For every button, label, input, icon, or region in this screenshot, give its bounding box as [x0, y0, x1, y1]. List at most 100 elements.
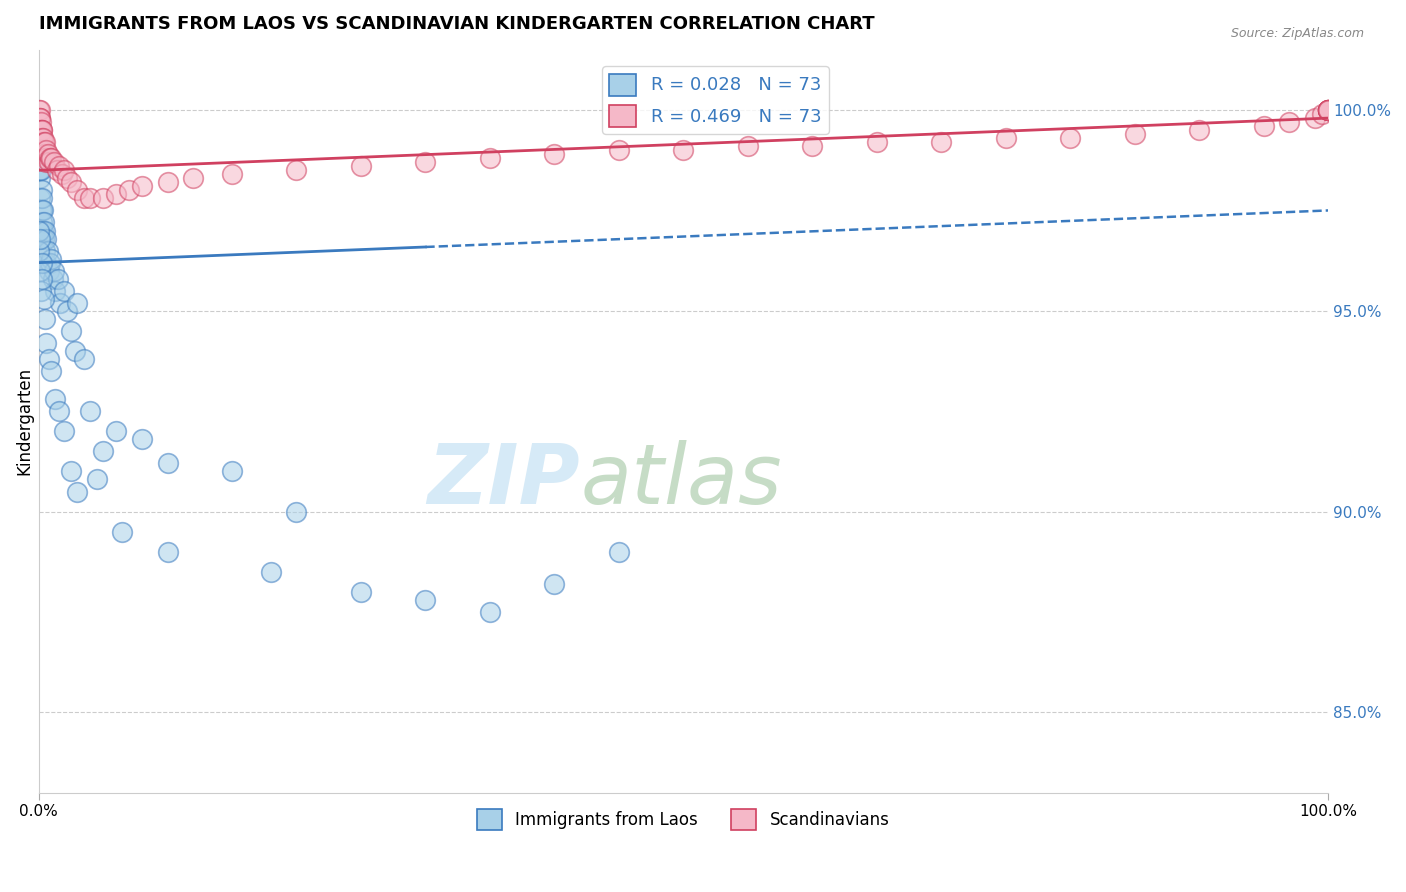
- Point: [131, 179, 153, 194]
- Point: [350, 159, 373, 173]
- Point: [53, 425, 76, 439]
- Point: [30, 135, 52, 149]
- Point: [30, 123, 52, 137]
- Point: [56, 171, 79, 186]
- Point: [39, 151, 62, 165]
- Point: [31, 131, 53, 145]
- Point: [28, 163, 51, 178]
- Point: [478, 605, 501, 619]
- Point: [30, 284, 52, 298]
- Point: [45, 163, 67, 178]
- Point: [30, 163, 52, 178]
- Point: [39, 255, 62, 269]
- Point: [34, 311, 56, 326]
- Point: [1317, 103, 1340, 117]
- Point: [543, 577, 565, 591]
- Point: [51, 167, 73, 181]
- Point: [415, 155, 437, 169]
- Point: [1317, 103, 1340, 117]
- Point: [28, 111, 51, 125]
- Point: [30, 203, 52, 218]
- Legend: Immigrants from Laos, Scandinavians: Immigrants from Laos, Scandinavians: [471, 803, 897, 837]
- Point: [66, 183, 89, 197]
- Point: [42, 263, 65, 277]
- Point: [38, 155, 60, 169]
- Text: Source: ZipAtlas.com: Source: ZipAtlas.com: [1230, 27, 1364, 40]
- Point: [1317, 103, 1340, 117]
- Point: [41, 252, 63, 266]
- Point: [73, 351, 96, 366]
- Point: [31, 123, 53, 137]
- Point: [91, 444, 114, 458]
- Point: [131, 433, 153, 447]
- Point: [221, 465, 243, 479]
- Point: [30, 135, 52, 149]
- Point: [478, 151, 501, 165]
- Point: [35, 255, 58, 269]
- Point: [801, 139, 824, 153]
- Point: [1253, 119, 1275, 133]
- Point: [1278, 115, 1301, 129]
- Point: [79, 404, 101, 418]
- Point: [41, 364, 63, 378]
- Point: [31, 231, 53, 245]
- Point: [672, 143, 695, 157]
- Point: [31, 203, 53, 218]
- Point: [111, 524, 134, 539]
- Point: [866, 135, 889, 149]
- Point: [30, 115, 52, 129]
- Point: [1317, 103, 1340, 117]
- Point: [48, 159, 70, 173]
- Point: [118, 183, 141, 197]
- Point: [35, 335, 58, 350]
- Point: [32, 147, 55, 161]
- Point: [31, 271, 53, 285]
- Point: [1059, 131, 1081, 145]
- Point: [1310, 107, 1333, 121]
- Point: [42, 155, 65, 169]
- Point: [285, 505, 308, 519]
- Point: [32, 292, 55, 306]
- Point: [30, 123, 52, 137]
- Point: [34, 135, 56, 149]
- Point: [28, 151, 51, 165]
- Point: [28, 123, 51, 137]
- Point: [28, 171, 51, 186]
- Point: [38, 351, 60, 366]
- Point: [59, 175, 82, 189]
- Point: [28, 123, 51, 137]
- Point: [32, 223, 55, 237]
- Point: [59, 465, 82, 479]
- Point: [1188, 123, 1211, 137]
- Point: [28, 111, 51, 125]
- Point: [28, 135, 51, 149]
- Point: [156, 175, 179, 189]
- Point: [32, 231, 55, 245]
- Point: [66, 295, 89, 310]
- Point: [1317, 103, 1340, 117]
- Point: [53, 163, 76, 178]
- Point: [34, 151, 56, 165]
- Point: [28, 103, 51, 117]
- Point: [53, 284, 76, 298]
- Point: [49, 295, 72, 310]
- Point: [35, 231, 58, 245]
- Point: [607, 143, 630, 157]
- Point: [30, 163, 52, 178]
- Point: [66, 484, 89, 499]
- Point: [34, 244, 56, 258]
- Point: [28, 143, 51, 157]
- Point: [38, 263, 60, 277]
- Point: [104, 187, 127, 202]
- Point: [1123, 127, 1146, 141]
- Point: [104, 425, 127, 439]
- Point: [31, 183, 53, 197]
- Point: [28, 123, 51, 137]
- Point: [31, 215, 53, 229]
- Point: [1317, 103, 1340, 117]
- Point: [31, 123, 53, 137]
- Point: [28, 223, 51, 237]
- Point: [31, 191, 53, 205]
- Point: [994, 131, 1017, 145]
- Point: [35, 155, 58, 169]
